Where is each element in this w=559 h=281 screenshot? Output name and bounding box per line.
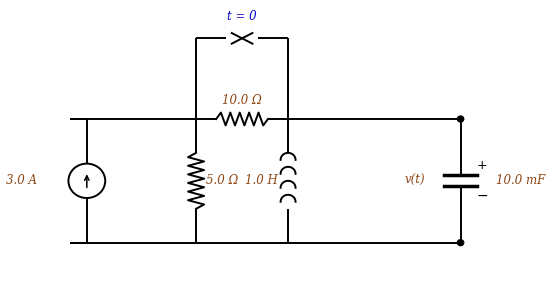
Text: 3.0 A: 3.0 A	[6, 174, 37, 187]
Text: 5.0 Ω: 5.0 Ω	[206, 174, 239, 187]
Circle shape	[457, 116, 464, 122]
Text: t = 0: t = 0	[228, 10, 257, 23]
Text: v(t): v(t)	[404, 174, 425, 187]
Text: 1.0 H: 1.0 H	[245, 174, 278, 187]
Circle shape	[457, 240, 464, 246]
Text: 10.0 Ω: 10.0 Ω	[222, 94, 262, 107]
Text: −: −	[477, 189, 488, 203]
Text: 10.0 mF: 10.0 mF	[496, 174, 546, 187]
Text: +: +	[477, 159, 487, 172]
